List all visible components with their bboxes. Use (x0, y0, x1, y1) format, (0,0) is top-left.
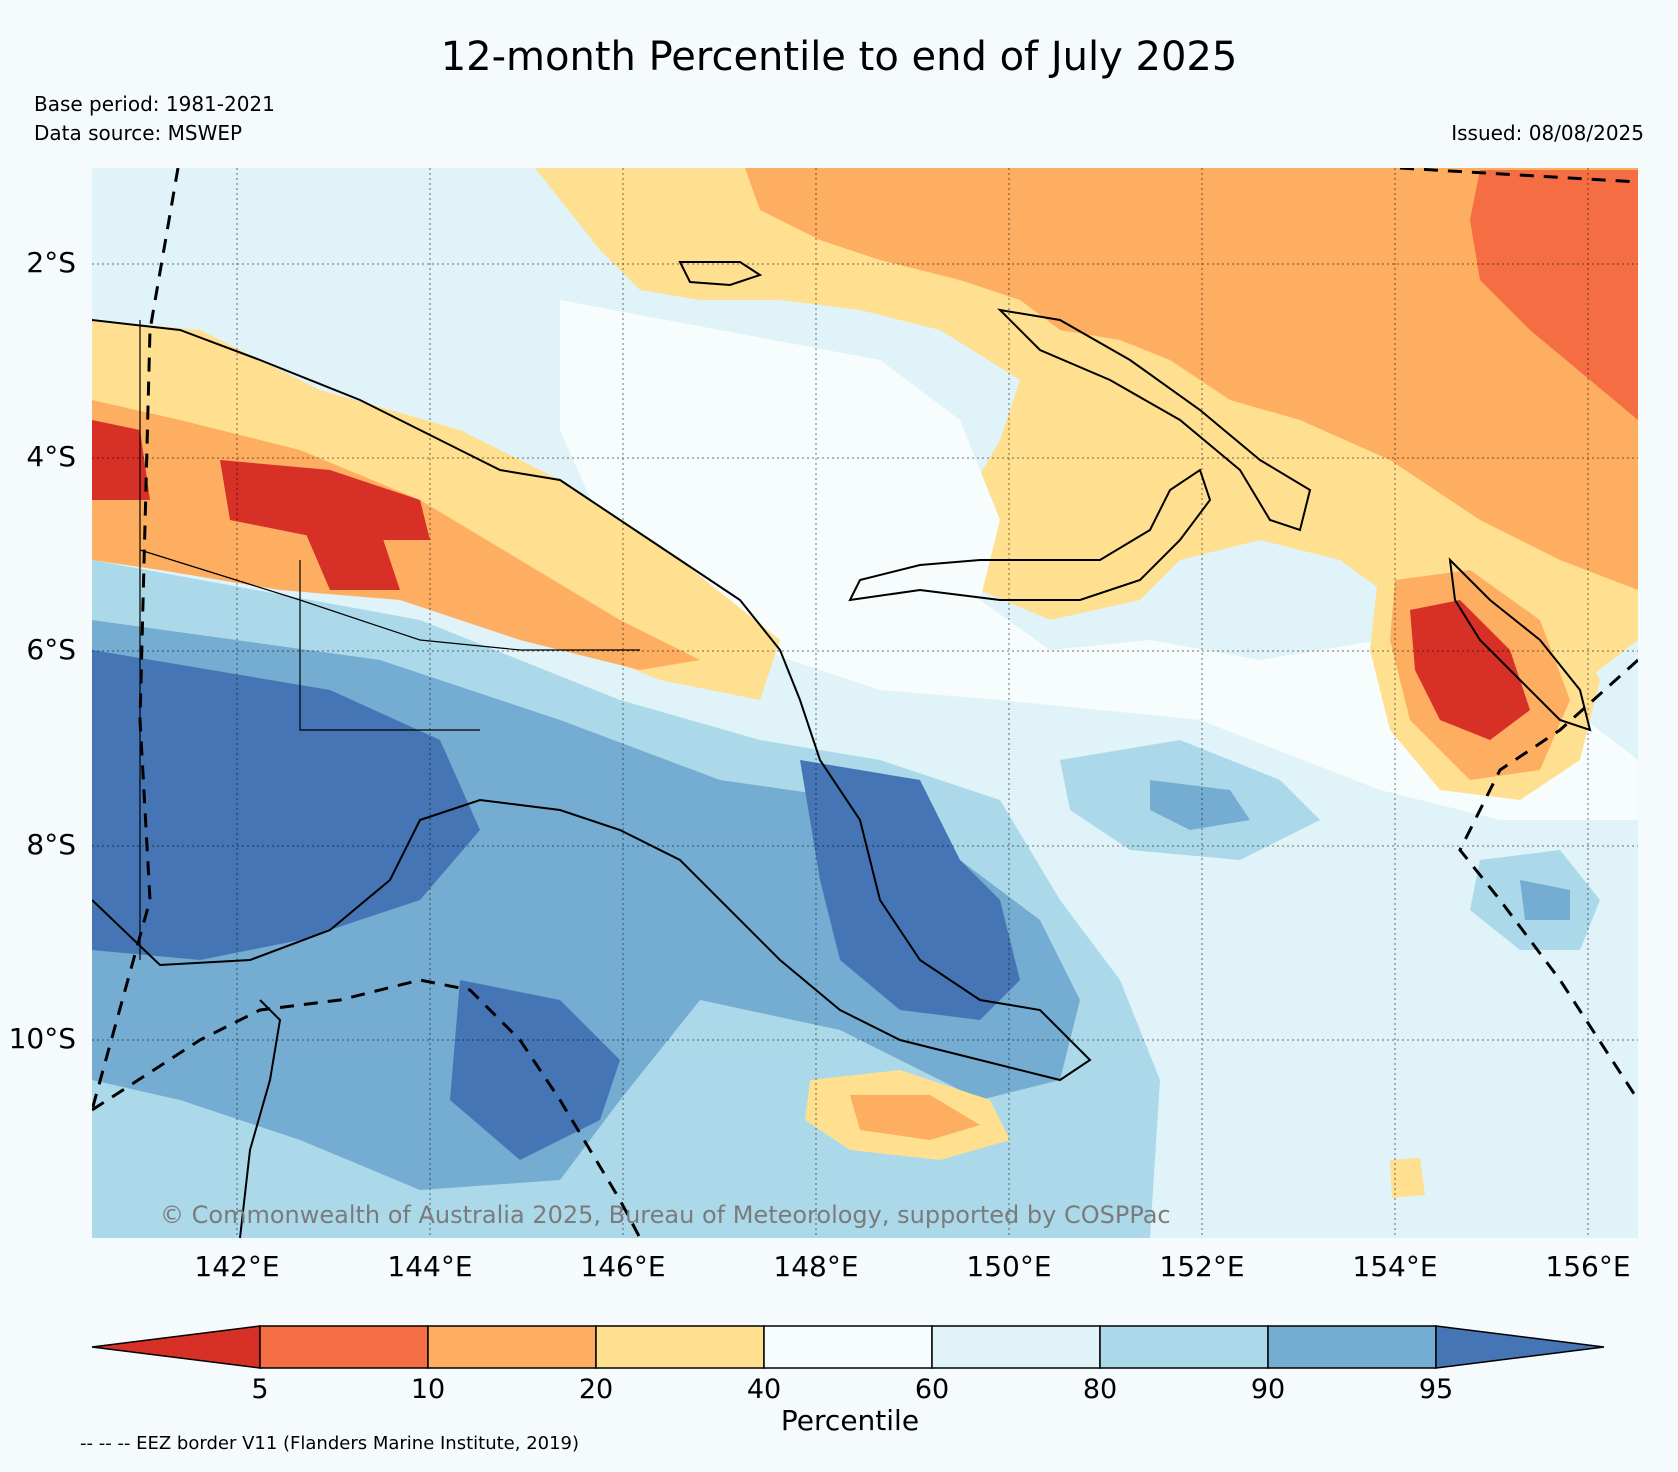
lon-tick-146e: 146°E (580, 1250, 666, 1283)
new-ireland-coastline (997, 308, 1312, 532)
colorbar-tick-40: 40 (746, 1374, 782, 1405)
colorbar-tick-80: 80 (1082, 1374, 1118, 1405)
colorbar-tick-10: 10 (410, 1374, 446, 1405)
lon-tick-156e: 156°E (1545, 1250, 1631, 1283)
copyright-notice: © Commonwealth of Australia 2025, Bureau… (160, 1201, 1171, 1229)
eez-border-west (92, 168, 180, 1111)
lat-tick-2s: 2°S (26, 246, 76, 279)
wet-region-southwest-dark (92, 650, 1020, 1160)
data-source-note: Data source: MSWEP (34, 121, 243, 145)
lat-tick-6s: 6°S (26, 633, 76, 666)
lon-tick-154e: 154°E (1352, 1250, 1438, 1283)
colorbar-tick-5: 5 (251, 1374, 269, 1405)
eez-border-northeast (1399, 168, 1638, 184)
lon-tick-148e: 148°E (773, 1250, 859, 1283)
lon-tick-152e: 152°E (1159, 1250, 1245, 1283)
lon-tick-144e: 144°E (387, 1250, 473, 1283)
colorbar-tick-95: 95 (1418, 1374, 1454, 1405)
manus-coastline (678, 261, 763, 287)
dry-region-louisiade-orange (850, 1095, 980, 1140)
cape-york-coastline (239, 999, 282, 1238)
eez-border-note: -- -- -- EEZ border V11 (Flanders Marine… (80, 1433, 580, 1454)
new-guinea-coastline (92, 319, 1092, 1082)
issued-date: Issued: 08/08/2025 (1451, 121, 1644, 145)
colorbar-tick-20: 20 (578, 1374, 614, 1405)
dry-region-eastern-small (1390, 1158, 1425, 1198)
dry-region-northeast-orange (745, 168, 1638, 590)
lat-tick-4s: 4°S (26, 440, 76, 473)
colorbar-tick-60: 60 (914, 1374, 950, 1405)
lat-tick-10s: 10°S (8, 1022, 76, 1055)
eez-border-east (1458, 658, 1638, 1101)
new-britain-coastline (848, 468, 1212, 602)
lat-tick-8s: 8°S (26, 828, 76, 861)
bougainville-coastline (1448, 557, 1592, 732)
colorbar-label: Percentile (780, 1404, 920, 1437)
lon-tick-150e: 150°E (966, 1250, 1052, 1283)
dry-band-highlands-red (92, 420, 430, 590)
colorbar-tick-90: 90 (1250, 1374, 1286, 1405)
dry-region-northeast-red (1470, 170, 1638, 420)
wet-region-east-mid (1150, 780, 1570, 920)
lon-tick-142e: 142°E (194, 1250, 280, 1283)
dry-region-solomons-red (1410, 600, 1530, 740)
map-title: 12-month Percentile to end of July 2025 (440, 34, 1238, 80)
base-period-note: Base period: 1981-2021 (34, 92, 275, 116)
province-line-1 (139, 549, 640, 651)
eez-border-south (92, 978, 642, 1238)
province-line-2 (299, 560, 480, 731)
normal-region-central (560, 300, 1638, 820)
